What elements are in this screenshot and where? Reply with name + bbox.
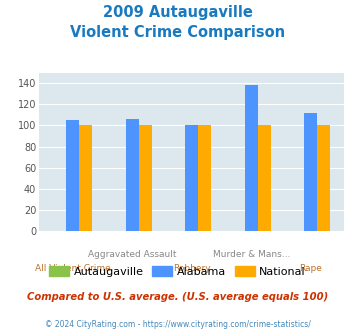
Text: Robbery: Robbery	[173, 264, 211, 273]
Bar	[66, 120, 79, 231]
Bar	[304, 113, 317, 231]
Legend: Autaugaville, Alabama, National: Autaugaville, Alabama, National	[45, 261, 310, 281]
Text: Murder & Mans...: Murder & Mans...	[213, 250, 290, 259]
Text: Compared to U.S. average. (U.S. average equals 100): Compared to U.S. average. (U.S. average …	[27, 292, 328, 302]
Bar	[79, 125, 92, 231]
Bar	[245, 85, 258, 231]
Bar	[317, 125, 331, 231]
Bar	[139, 125, 152, 231]
Bar	[185, 125, 198, 231]
Text: © 2024 CityRating.com - https://www.cityrating.com/crime-statistics/: © 2024 CityRating.com - https://www.city…	[45, 320, 310, 329]
Text: All Violent Crime: All Violent Crime	[35, 264, 110, 273]
Bar	[198, 125, 211, 231]
Bar	[126, 119, 139, 231]
Bar	[258, 125, 271, 231]
Text: 2009 Autaugaville: 2009 Autaugaville	[103, 5, 252, 20]
Text: Aggravated Assault: Aggravated Assault	[88, 250, 176, 259]
Text: Violent Crime Comparison: Violent Crime Comparison	[70, 25, 285, 40]
Text: Rape: Rape	[299, 264, 322, 273]
